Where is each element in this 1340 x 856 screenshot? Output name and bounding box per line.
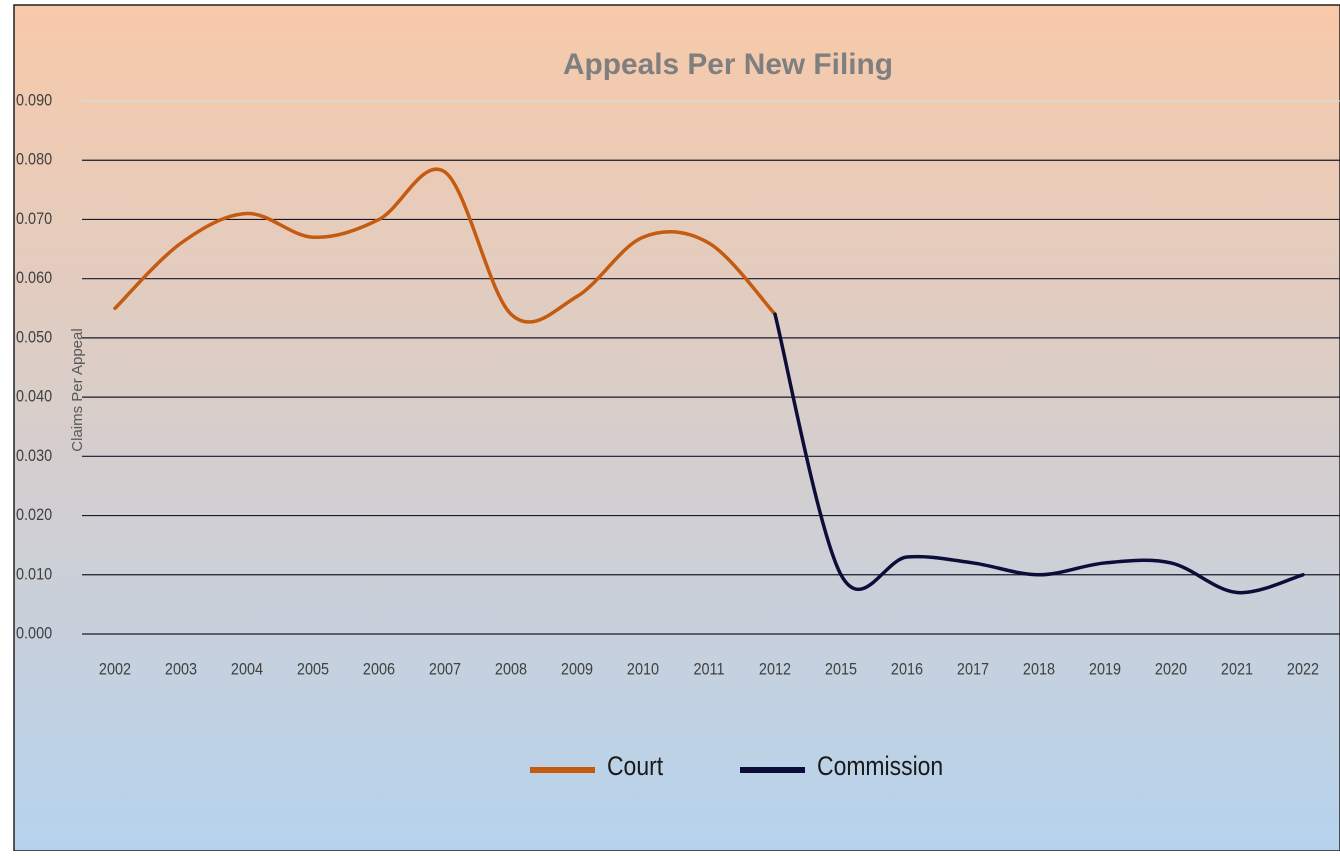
- x-tick-label: 2004: [231, 660, 263, 678]
- x-tick-label: 2009: [561, 660, 593, 678]
- y-tick-label: 0.050: [16, 328, 52, 346]
- y-tick-label: 0.010: [16, 565, 52, 583]
- y-tick-label: 0.000: [16, 624, 52, 642]
- x-tick-label: 2010: [627, 660, 659, 678]
- background: [13, 4, 1340, 852]
- x-tick-label: 2008: [495, 660, 527, 678]
- chart-title: Appeals Per New Filing: [563, 48, 893, 81]
- x-tick-label: 2019: [1089, 660, 1121, 678]
- legend-label: Court: [607, 751, 663, 781]
- legend-label: Commission: [817, 751, 943, 781]
- x-tick-label: 2018: [1023, 660, 1055, 678]
- y-axis-label: Claims Per Appeal: [69, 328, 86, 451]
- x-tick-label: 2020: [1155, 660, 1187, 678]
- y-tick-label: 0.040: [16, 388, 52, 406]
- series-line: [773, 312, 1305, 595]
- x-tick-label: 2015: [825, 660, 857, 678]
- x-tick-label: 2003: [165, 660, 197, 678]
- x-tick-label: 2002: [99, 660, 131, 678]
- x-tick-label: 2005: [297, 660, 329, 678]
- x-tick-label: 2011: [693, 660, 724, 678]
- y-tick-label: 0.080: [16, 151, 52, 169]
- x-tick-label: 2021: [1221, 660, 1253, 678]
- x-tick-label: 2007: [429, 660, 461, 678]
- y-tick-label: 0.020: [16, 506, 52, 524]
- y-tick-label: 0.030: [16, 447, 52, 465]
- x-tick-label: 2006: [363, 660, 395, 678]
- y-tick-label: 0.070: [16, 210, 52, 228]
- x-tick-label: 2012: [759, 660, 791, 678]
- x-tick-label: 2016: [891, 660, 923, 678]
- y-tick-label: 0.090: [16, 91, 52, 109]
- x-tick-label: 2022: [1287, 660, 1319, 678]
- y-tick-label: 0.060: [16, 269, 52, 287]
- series-line: [113, 167, 777, 324]
- x-tick-label: 2017: [957, 660, 989, 678]
